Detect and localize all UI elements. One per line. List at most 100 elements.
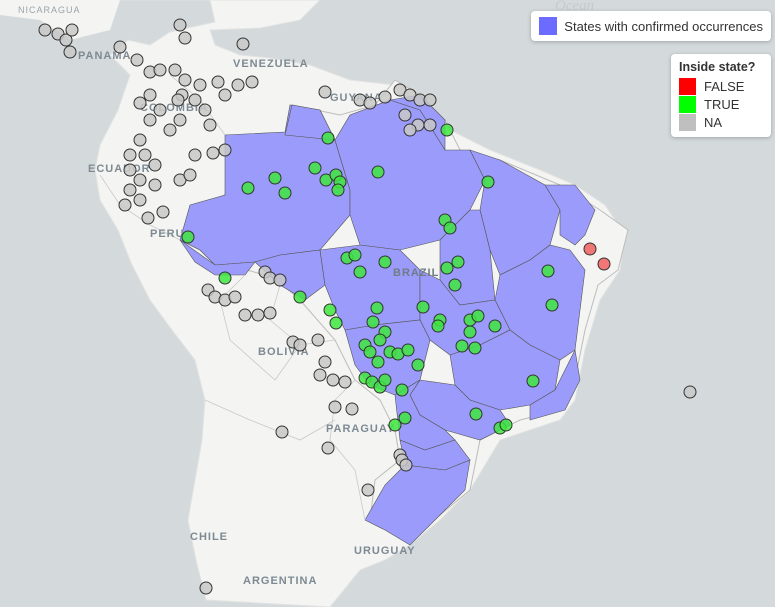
occurrence-point-true[interactable] [395, 383, 409, 397]
occurrence-point-na[interactable] [178, 31, 192, 45]
occurrence-point-true[interactable] [455, 339, 469, 353]
occurrence-point-na[interactable] [238, 308, 252, 322]
occurrence-point-true[interactable] [329, 316, 343, 330]
occurrence-point-true[interactable] [321, 131, 335, 145]
occurrence-point-na[interactable] [143, 88, 157, 102]
occurrence-point-true[interactable] [545, 298, 559, 312]
occurrence-point-na[interactable] [193, 78, 207, 92]
occurrence-point-na[interactable] [423, 93, 437, 107]
occurrence-point-na[interactable] [328, 400, 342, 414]
occurrence-point-na[interactable] [231, 78, 245, 92]
occurrence-point-na[interactable] [153, 103, 167, 117]
occurrence-point-na[interactable] [168, 63, 182, 77]
occurrence-point-true[interactable] [308, 161, 322, 175]
occurrence-point-na[interactable] [133, 133, 147, 147]
occurrence-point-na[interactable] [59, 33, 73, 47]
occurrence-point-na[interactable] [156, 205, 170, 219]
occurrence-point-na[interactable] [236, 37, 250, 51]
occurrence-point-true[interactable] [443, 221, 457, 235]
occurrence-point-na[interactable] [171, 93, 185, 107]
occurrence-point-true[interactable] [488, 319, 502, 333]
occurrence-point-true[interactable] [440, 261, 454, 275]
occurrence-point-na[interactable] [113, 40, 127, 54]
occurrence-point-na[interactable] [188, 148, 202, 162]
occurrence-point-true[interactable] [431, 319, 445, 333]
occurrence-point-na[interactable] [143, 113, 157, 127]
occurrence-point-na[interactable] [378, 90, 392, 104]
occurrence-point-true[interactable] [241, 181, 255, 195]
occurrence-point-true[interactable] [323, 303, 337, 317]
occurrence-point-na[interactable] [245, 75, 259, 89]
occurrence-point-true[interactable] [278, 186, 292, 200]
occurrence-point-na[interactable] [148, 178, 162, 192]
occurrence-point-na[interactable] [178, 73, 192, 87]
occurrence-point-na[interactable] [399, 458, 413, 472]
occurrence-point-na[interactable] [133, 96, 147, 110]
occurrence-point-na[interactable] [273, 273, 287, 287]
occurrence-point-na[interactable] [123, 148, 137, 162]
occurrence-point-true[interactable] [371, 165, 385, 179]
occurrence-point-na[interactable] [130, 53, 144, 67]
occurrence-point-na[interactable] [118, 198, 132, 212]
occurrence-point-na[interactable] [338, 375, 352, 389]
occurrence-point-na[interactable] [173, 113, 187, 127]
occurrence-point-na[interactable] [251, 308, 265, 322]
occurrence-point-na[interactable] [363, 96, 377, 110]
occurrence-point-true[interactable] [268, 171, 282, 185]
occurrence-point-true[interactable] [218, 271, 232, 285]
occurrence-point-na[interactable] [228, 290, 242, 304]
occurrence-point-true[interactable] [451, 255, 465, 269]
occurrence-point-na[interactable] [311, 333, 325, 347]
occurrence-point-na[interactable] [38, 23, 52, 37]
occurrence-point-true[interactable] [526, 374, 540, 388]
occurrence-point-true[interactable] [471, 309, 485, 323]
occurrence-point-na[interactable] [293, 338, 307, 352]
occurrence-point-true[interactable] [331, 183, 345, 197]
occurrence-point-true[interactable] [371, 355, 385, 369]
occurrence-point-true[interactable] [463, 325, 477, 339]
occurrence-point-na[interactable] [423, 118, 437, 132]
occurrence-point-na[interactable] [361, 483, 375, 497]
occurrence-point-true[interactable] [373, 333, 387, 347]
occurrence-point-true[interactable] [401, 343, 415, 357]
occurrence-point-na[interactable] [198, 103, 212, 117]
occurrence-point-na[interactable] [138, 148, 152, 162]
occurrence-point-na[interactable] [65, 23, 79, 37]
occurrence-point-true[interactable] [398, 411, 412, 425]
occurrence-point-na[interactable] [133, 193, 147, 207]
occurrence-point-true[interactable] [293, 290, 307, 304]
occurrence-point-na[interactable] [321, 441, 335, 455]
occurrence-point-na[interactable] [218, 143, 232, 157]
occurrence-point-true[interactable] [363, 345, 377, 359]
occurrence-point-true[interactable] [448, 278, 462, 292]
occurrence-point-na[interactable] [318, 85, 332, 99]
occurrence-point-na[interactable] [123, 183, 137, 197]
occurrence-point-true[interactable] [366, 315, 380, 329]
occurrence-point-true[interactable] [416, 300, 430, 314]
occurrence-point-na[interactable] [218, 88, 232, 102]
occurrence-point-na[interactable] [263, 306, 277, 320]
occurrence-point-na[interactable] [148, 158, 162, 172]
occurrence-point-na[interactable] [199, 581, 213, 595]
occurrence-point-na[interactable] [211, 75, 225, 89]
occurrence-point-true[interactable] [499, 418, 513, 432]
occurrence-point-na[interactable] [398, 108, 412, 122]
occurrence-point-na[interactable] [313, 368, 327, 382]
occurrence-point-false[interactable] [597, 257, 611, 271]
occurrence-point-na[interactable] [163, 123, 177, 137]
occurrence-point-na[interactable] [318, 355, 332, 369]
occurrence-point-true[interactable] [388, 418, 402, 432]
occurrence-point-na[interactable] [403, 123, 417, 137]
occurrence-point-true[interactable] [353, 265, 367, 279]
occurrence-point-false[interactable] [583, 242, 597, 256]
occurrence-point-true[interactable] [348, 248, 362, 262]
occurrence-point-na[interactable] [123, 163, 137, 177]
occurrence-point-na[interactable] [275, 425, 289, 439]
occurrence-point-na[interactable] [63, 45, 77, 59]
occurrence-point-true[interactable] [541, 264, 555, 278]
occurrence-point-true[interactable] [469, 407, 483, 421]
occurrence-point-na[interactable] [345, 402, 359, 416]
occurrence-point-true[interactable] [481, 175, 495, 189]
occurrence-point-na[interactable] [326, 373, 340, 387]
